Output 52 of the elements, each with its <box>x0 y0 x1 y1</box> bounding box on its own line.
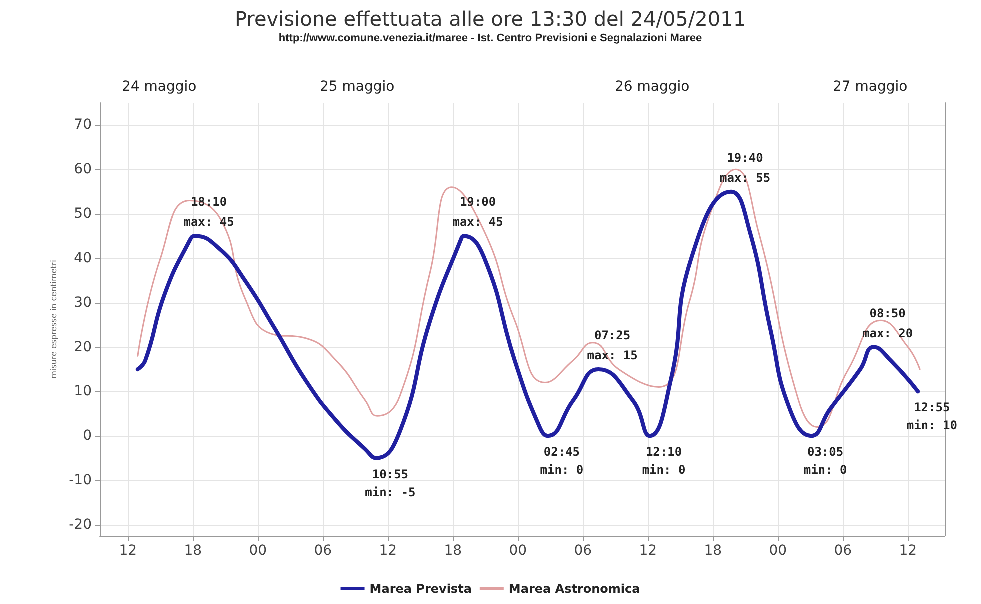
y-tick-label: 50 <box>74 206 92 222</box>
annotation: min: 0 <box>540 463 584 478</box>
y-tick-label: 20 <box>74 339 92 356</box>
y-tick-label: 70 <box>74 117 92 134</box>
y-axis-title: misure espresse in centimetri <box>50 260 59 379</box>
annotation: max: 45 <box>184 215 234 230</box>
annotation: 12:10 <box>646 445 682 460</box>
y-tick-label: 40 <box>74 250 92 266</box>
x-tick-label: 06 <box>574 543 592 559</box>
x-tick-label: 00 <box>769 543 788 559</box>
x-tick-label: 12 <box>119 543 138 559</box>
annotation: min: 0 <box>642 463 686 478</box>
x-tick-label: 06 <box>834 543 852 559</box>
text: 24 maggio <box>122 79 197 95</box>
x-tick-label: 06 <box>314 543 332 559</box>
annotation: max: 55 <box>720 170 771 185</box>
y-tick-label: -10 <box>69 472 92 488</box>
annotation: 08:50 <box>870 306 906 320</box>
annotation: min: 0 <box>804 463 848 478</box>
chart-subtitle: http://www.comune.venezia.it/maree - Ist. Centro Previsioni e Segnalazioni Maree <box>278 32 702 44</box>
x-tick-label: 12 <box>379 543 398 559</box>
text: 27 maggio <box>833 79 908 95</box>
chart-title: Previsione effettuata alle ore 13:30 del 24/05/2011 <box>234 7 746 31</box>
annotation: 07:25 <box>594 328 631 342</box>
annotation: 02:45 <box>544 445 580 460</box>
annotation: max: 20 <box>862 326 914 340</box>
annotation: min: 10 <box>906 418 958 433</box>
legend-label: Marea Prevista <box>370 582 472 596</box>
x-tick-label: 18 <box>704 543 722 559</box>
annotation: 12:55 <box>914 400 950 415</box>
annotation: 03:05 <box>807 445 844 460</box>
annotation: max: 15 <box>587 348 638 362</box>
annotation: min: -5 <box>365 485 416 500</box>
y-tick-label: -20 <box>69 516 92 533</box>
text: 26 maggio <box>615 79 690 95</box>
annotation: max: 45 <box>452 215 504 230</box>
legend-label: Marea Astronomica <box>508 582 640 596</box>
y-tick-label: 10 <box>74 384 92 400</box>
x-tick-label: 18 <box>444 543 462 559</box>
annotation: 18:10 <box>190 195 228 210</box>
x-tick-label: 12 <box>639 543 658 559</box>
x-tick-label: 18 <box>184 543 202 559</box>
text: 25 maggio <box>320 79 395 95</box>
y-tick-label: 60 <box>74 162 92 178</box>
annotation: 19:40 <box>727 150 764 165</box>
x-tick-label: 12 <box>899 543 918 559</box>
x-tick-label: 00 <box>249 543 268 559</box>
y-tick-label: 0 <box>83 428 92 444</box>
annotation: 19:00 <box>460 195 496 210</box>
annotation: 10:55 <box>372 467 409 482</box>
x-tick-label: 00 <box>509 543 528 559</box>
y-tick-label: 30 <box>74 294 92 311</box>
